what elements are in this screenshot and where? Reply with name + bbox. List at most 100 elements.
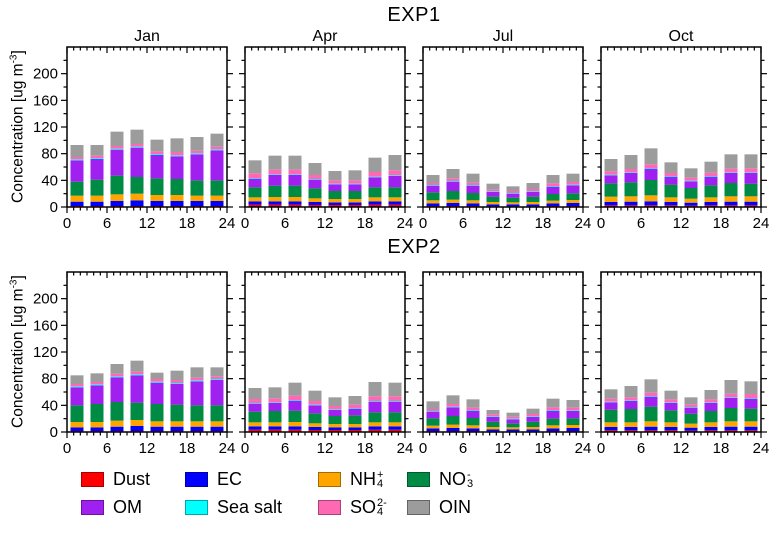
bar-segment-nh4 — [466, 425, 480, 429]
bar-segment-om — [210, 150, 224, 181]
bar-segment-seasalt — [288, 174, 302, 175]
bar-segment-nh4 — [150, 195, 164, 201]
bar-segment-nh4 — [190, 195, 204, 201]
bar-segment-ec — [268, 201, 282, 205]
bar — [744, 154, 758, 207]
bar-segment-so4 — [70, 157, 84, 160]
svg-text:18: 18 — [713, 215, 730, 232]
bar-segment-nh4 — [288, 197, 302, 202]
bar-segment-nh4 — [348, 199, 362, 203]
bar-segment-so4 — [70, 384, 84, 387]
bar-segment-nh4 — [684, 198, 698, 203]
row-title-exp2: EXP2 — [387, 236, 441, 258]
bar-segment-no3 — [70, 405, 84, 422]
bar-segment-om — [90, 159, 104, 180]
svg-text:18: 18 — [179, 215, 196, 232]
bar-segment-oin — [110, 131, 124, 146]
bar-segment-no3 — [744, 183, 758, 197]
bar-segment-om — [110, 149, 124, 176]
legend-item-nh4: NH +4 — [318, 468, 383, 490]
bar-segment-om — [248, 178, 262, 188]
bar-segment-so4 — [644, 164, 658, 168]
month-label-apr: Apr — [313, 28, 339, 45]
bar-segment-seasalt — [426, 411, 440, 412]
bar-segment-om — [744, 173, 758, 184]
bar — [446, 395, 460, 432]
bar — [70, 375, 84, 432]
svg-text:0: 0 — [50, 424, 58, 441]
bar-segment-so4 — [110, 146, 124, 149]
bar-segment-so4 — [486, 189, 500, 192]
bar-segment-ec — [604, 202, 618, 206]
bar-segment-seasalt — [308, 404, 322, 406]
bar-segment-so4 — [190, 150, 204, 154]
bar-segment-nh4 — [664, 422, 678, 427]
bar — [150, 139, 164, 207]
legend: Dust EC NH +4 NO -3 OM Sea salt SO 2- 4 OIN — [67, 466, 767, 528]
bar-segment-oin — [348, 170, 362, 181]
bar-segment-om — [70, 160, 84, 182]
bar-segment-ec — [704, 202, 718, 206]
bar-segment-ec — [664, 202, 678, 206]
bar-segment-dust — [368, 429, 382, 432]
bar-segment-om — [110, 377, 124, 402]
bar-segment-nh4 — [684, 423, 698, 428]
bar-segment-oin — [744, 381, 758, 394]
svg-text:0: 0 — [419, 215, 427, 232]
bar-segment-no3 — [684, 188, 698, 199]
bar-segment-seasalt — [426, 185, 440, 186]
bar-segment-seasalt — [744, 398, 758, 399]
bar-segment-oin — [506, 186, 520, 191]
bar-segment-om — [268, 403, 282, 411]
bar-segment-om — [70, 387, 84, 406]
bar-segment-ec — [150, 201, 164, 206]
bar-segment-om — [170, 156, 184, 179]
bar — [248, 160, 262, 207]
bar — [288, 155, 302, 207]
bar-segment-nh4 — [150, 421, 164, 427]
svg-text:24: 24 — [575, 440, 592, 457]
bar-segment-ec — [328, 202, 342, 205]
bar-segment-nh4 — [704, 422, 718, 427]
bar-segment-om — [446, 407, 460, 416]
bar — [110, 364, 124, 432]
row-title-exp1: EXP1 — [387, 4, 441, 26]
bar — [624, 386, 638, 432]
bar-segment-so4 — [486, 414, 500, 417]
bar-segment-dust — [308, 205, 322, 207]
bar-segment-no3 — [190, 405, 204, 422]
bar-segment-nh4 — [268, 422, 282, 427]
bar — [466, 399, 480, 432]
bar — [486, 183, 500, 207]
bar-segment-no3 — [90, 404, 104, 422]
bar-segment-so4 — [308, 401, 322, 405]
legend-item-om: OM — [81, 496, 142, 518]
bar-segment-nh4 — [248, 197, 262, 202]
bar-segment-oin — [664, 162, 678, 173]
svg-text:12: 12 — [317, 215, 334, 232]
bar — [526, 183, 540, 207]
bar-segment-so4 — [744, 168, 758, 173]
bar-segment-nh4 — [268, 197, 282, 202]
svg-text:24: 24 — [397, 440, 414, 457]
bar-segment-nh4 — [368, 197, 382, 202]
bar-segment-seasalt — [446, 181, 460, 182]
bar-segment-seasalt — [624, 400, 638, 401]
bar — [190, 367, 204, 432]
bar — [526, 408, 540, 432]
legend-item-seasalt: Sea salt — [185, 496, 282, 518]
svg-text:6: 6 — [281, 215, 289, 232]
bar — [506, 412, 520, 432]
bar-segment-nh4 — [526, 202, 540, 205]
bar-segment-so4 — [130, 371, 144, 375]
bar-segment-om — [130, 375, 144, 403]
bar-segment-nh4 — [446, 424, 460, 428]
bar-segment-so4 — [546, 183, 560, 186]
bar-segment-ec — [506, 204, 520, 207]
bar-segment-dust — [388, 429, 402, 432]
bar-segment-nh4 — [130, 420, 144, 426]
bar-segment-no3 — [368, 412, 382, 423]
svg-text:6: 6 — [281, 440, 289, 457]
bar-segment-nh4 — [704, 197, 718, 202]
bar-segment-nh4 — [664, 197, 678, 202]
